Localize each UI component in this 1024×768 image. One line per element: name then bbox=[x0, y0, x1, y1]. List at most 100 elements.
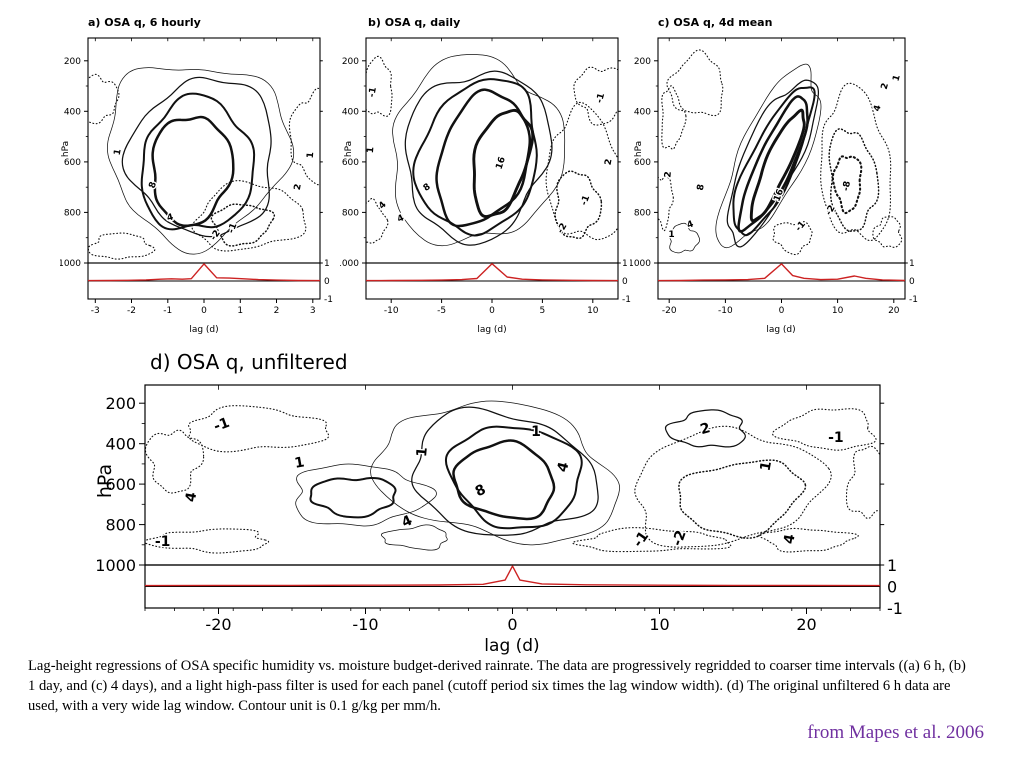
svg-text:-1: -1 bbox=[212, 415, 232, 435]
panel-c-xlabel: lag (d) bbox=[766, 325, 796, 335]
svg-text:2: 2 bbox=[880, 82, 891, 91]
svg-text:4: 4 bbox=[686, 219, 695, 231]
svg-text:200: 200 bbox=[105, 394, 136, 413]
svg-text:4: 4 bbox=[166, 213, 175, 224]
svg-text:10: 10 bbox=[649, 615, 669, 634]
svg-text:-5: -5 bbox=[437, 306, 446, 316]
svg-text:-10: -10 bbox=[352, 615, 378, 634]
svg-text:1: 1 bbox=[887, 556, 897, 575]
svg-text:-10: -10 bbox=[718, 306, 733, 316]
svg-text:8: 8 bbox=[696, 183, 707, 191]
svg-text:1: 1 bbox=[758, 460, 775, 472]
svg-text:2: 2 bbox=[663, 171, 674, 178]
svg-text:800: 800 bbox=[342, 209, 359, 219]
svg-text:20: 20 bbox=[796, 615, 816, 634]
svg-text:0: 0 bbox=[779, 306, 785, 316]
svg-text:1: 1 bbox=[366, 147, 377, 154]
panel-a-title: a) OSA q, 6 hourly bbox=[88, 16, 201, 29]
svg-text:2: 2 bbox=[604, 158, 615, 166]
svg-text:-2: -2 bbox=[127, 306, 136, 316]
attribution: from Mapes et al. 2006 bbox=[807, 722, 984, 743]
panel-d-title: d) OSA q, unfiltered bbox=[150, 350, 348, 374]
svg-text:2: 2 bbox=[699, 420, 713, 438]
svg-text:-1: -1 bbox=[227, 222, 240, 235]
svg-text:400: 400 bbox=[634, 108, 651, 118]
svg-text:-1: -1 bbox=[579, 194, 592, 207]
svg-text:1: 1 bbox=[622, 259, 628, 269]
svg-text:-1: -1 bbox=[163, 306, 172, 316]
svg-text:8: 8 bbox=[422, 182, 433, 194]
panel-a-xlabel: lag (d) bbox=[189, 325, 219, 335]
svg-text:-1: -1 bbox=[887, 599, 903, 618]
svg-text:-10: -10 bbox=[384, 306, 399, 316]
svg-text:1000: 1000 bbox=[340, 259, 359, 269]
svg-text:600: 600 bbox=[342, 158, 359, 168]
svg-text:1: 1 bbox=[306, 152, 317, 159]
svg-text:4: 4 bbox=[781, 533, 798, 546]
svg-text:0: 0 bbox=[887, 577, 897, 596]
svg-text:2: 2 bbox=[274, 306, 280, 316]
svg-text:800: 800 bbox=[634, 209, 651, 219]
svg-text:1: 1 bbox=[668, 230, 674, 240]
svg-text:-1: -1 bbox=[828, 430, 844, 446]
figure-caption: Lag-height regressions of OSA specific h… bbox=[28, 658, 966, 715]
svg-text:0: 0 bbox=[909, 277, 915, 287]
svg-text:200: 200 bbox=[342, 57, 359, 67]
svg-text:1000: 1000 bbox=[630, 259, 651, 269]
svg-text:0: 0 bbox=[489, 306, 495, 316]
svg-text:-1: -1 bbox=[909, 295, 918, 305]
svg-text:4: 4 bbox=[554, 460, 572, 474]
svg-text:1: 1 bbox=[324, 259, 330, 269]
svg-text:0: 0 bbox=[201, 306, 207, 316]
svg-text:20: 20 bbox=[888, 306, 900, 316]
svg-text:-1: -1 bbox=[794, 220, 808, 234]
svg-text:1000: 1000 bbox=[95, 556, 136, 575]
svg-text:10: 10 bbox=[587, 306, 599, 316]
svg-text:1: 1 bbox=[414, 446, 431, 457]
svg-text:1: 1 bbox=[892, 74, 903, 83]
svg-text:-8: -8 bbox=[841, 180, 853, 192]
svg-text:1: 1 bbox=[237, 306, 243, 316]
panel-b-xlabel: lag (d) bbox=[477, 325, 507, 335]
svg-text:-2: -2 bbox=[669, 528, 689, 548]
panel-b-title: b) OSA q, daily bbox=[368, 16, 461, 29]
panel-a-plot: 1 8 4 2 1 -2 -1 200 400 600 800 1000 -3 -2 -1 0 1 2 3 1 0 -1 bbox=[60, 37, 333, 316]
svg-text:-1: -1 bbox=[630, 529, 652, 551]
svg-text:1: 1 bbox=[293, 454, 305, 471]
svg-text:4: 4 bbox=[183, 491, 200, 504]
svg-text:-1: -1 bbox=[155, 534, 171, 550]
svg-text:400: 400 bbox=[64, 108, 81, 118]
svg-text:8: 8 bbox=[148, 181, 160, 190]
svg-text:-1: -1 bbox=[622, 295, 631, 305]
panel-c-title: c) OSA q, 4d mean bbox=[658, 16, 773, 29]
svg-text:2: 2 bbox=[293, 183, 304, 191]
svg-text:400: 400 bbox=[105, 435, 136, 454]
svg-text:600: 600 bbox=[64, 158, 81, 168]
svg-text:-1: -1 bbox=[595, 92, 607, 104]
panel-b-plot: 168441-1-1-22-12004006008001000-10-50510… bbox=[340, 37, 631, 316]
svg-text:400: 400 bbox=[342, 108, 359, 118]
svg-text:0: 0 bbox=[507, 615, 517, 634]
svg-text:16: 16 bbox=[772, 188, 786, 203]
svg-text:4: 4 bbox=[377, 200, 389, 212]
svg-text:600: 600 bbox=[105, 475, 136, 494]
svg-text:10: 10 bbox=[832, 306, 844, 316]
svg-text:800: 800 bbox=[105, 515, 136, 534]
svg-text:1: 1 bbox=[909, 259, 915, 269]
svg-text:16: 16 bbox=[495, 156, 508, 171]
svg-text:1: 1 bbox=[531, 424, 541, 440]
svg-text:-1: -1 bbox=[367, 87, 379, 99]
svg-text:0: 0 bbox=[622, 277, 628, 287]
svg-text:4: 4 bbox=[872, 104, 883, 113]
svg-text:0: 0 bbox=[324, 277, 330, 287]
svg-text:8: 8 bbox=[473, 482, 489, 501]
svg-text:1: 1 bbox=[113, 148, 124, 156]
svg-text:800: 800 bbox=[64, 209, 81, 219]
svg-text:-1: -1 bbox=[324, 295, 333, 305]
svg-text:-2: -2 bbox=[209, 229, 223, 243]
svg-text:-20: -20 bbox=[205, 615, 231, 634]
svg-text:200: 200 bbox=[64, 57, 81, 67]
